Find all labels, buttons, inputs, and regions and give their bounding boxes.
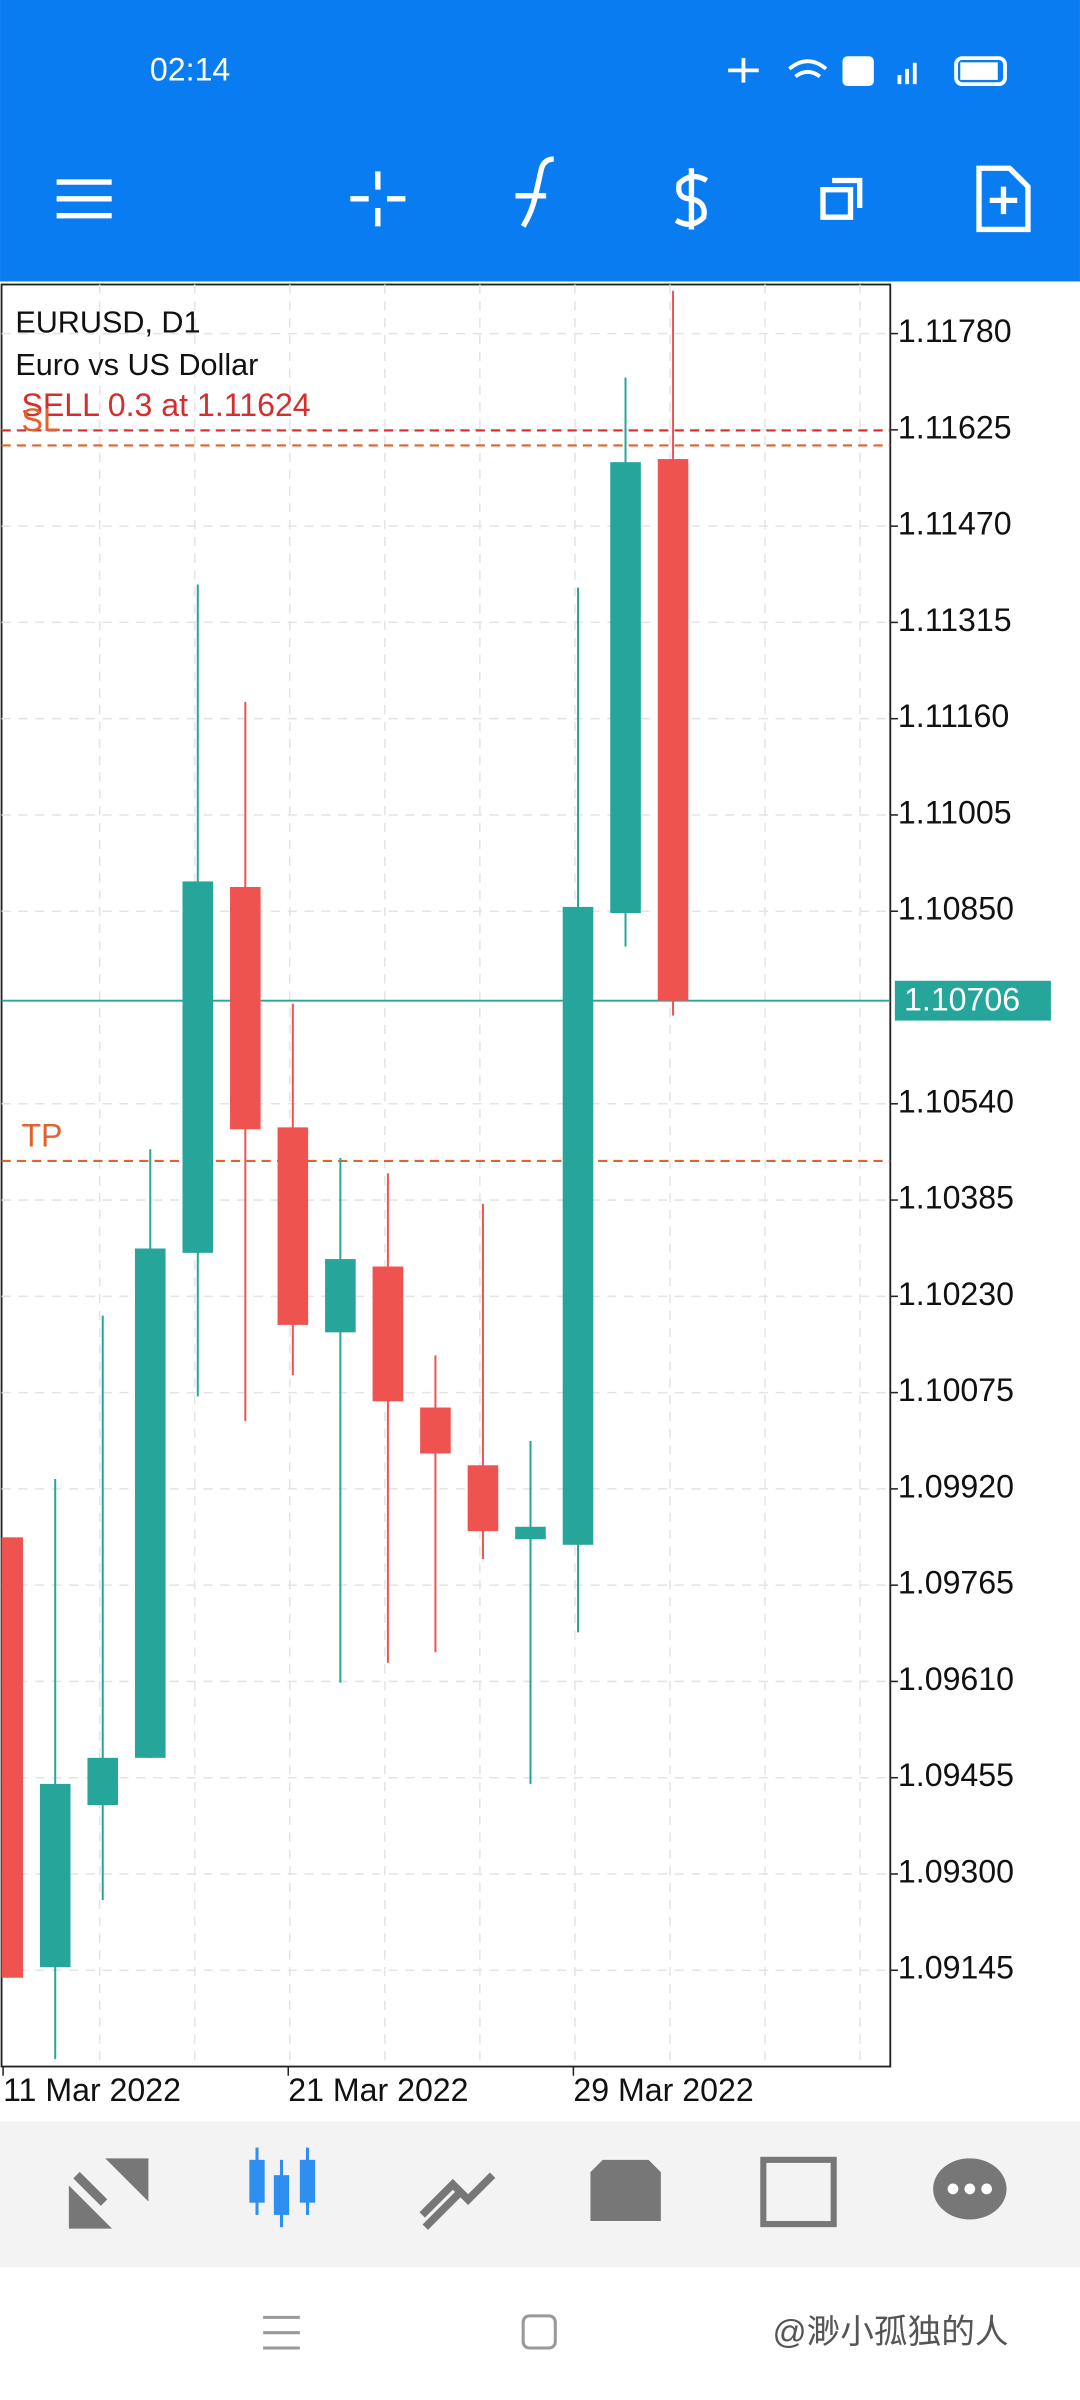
trade-button[interactable] — [674, 168, 709, 230]
news-tab[interactable] — [760, 2156, 837, 2228]
y-tick-label: 1.11470 — [898, 506, 1012, 542]
status-time: 02:14 — [150, 51, 230, 87]
y-tick-label: 1.10850 — [898, 891, 1014, 927]
indicators-button[interactable] — [515, 156, 554, 228]
y-tick-label: 1.11160 — [898, 698, 1009, 734]
candle-body — [372, 1266, 404, 1402]
candle-body — [87, 1757, 119, 1806]
quotes-tab[interactable] — [68, 2158, 149, 2229]
candle-body — [467, 1465, 499, 1532]
system-nav — [263, 2314, 557, 2350]
chart-tab[interactable] — [249, 2147, 316, 2228]
y-tick-label: 1.09765 — [898, 1565, 1014, 1601]
y-tick-label: 1.09145 — [898, 1950, 1014, 1986]
menu-button[interactable] — [56, 179, 112, 219]
candle-body — [39, 1783, 71, 1968]
candle-body — [610, 462, 641, 914]
y-tick-label: 1.10540 — [898, 1083, 1014, 1119]
new-order-button[interactable] — [976, 165, 1031, 233]
chart-description: Euro vs US Dollar — [15, 348, 258, 382]
candle-body — [277, 1127, 309, 1325]
y-tick-label: 1.11780 — [898, 313, 1012, 349]
current-price-label: 1.10706 — [904, 982, 1020, 1018]
bottom-nav-icons — [68, 2147, 1007, 2230]
candle-body — [182, 881, 214, 1253]
y-tick-label: 1.09920 — [898, 1468, 1014, 1504]
crosshair-button[interactable] — [350, 171, 406, 227]
level-label: SELL 0.3 at 1.11624 — [21, 387, 310, 423]
level-label: TP — [21, 1117, 62, 1153]
x-tick-label: 29 Mar 2022 — [573, 2072, 753, 2108]
bottom-nav — [0, 2121, 1080, 2267]
y-tick-label: 1.10385 — [898, 1180, 1014, 1216]
chart-symbol: EURUSD, D1 — [15, 305, 200, 339]
y-tick-label: 1.09610 — [898, 1661, 1014, 1697]
y-tick-label: 1.09300 — [898, 1853, 1014, 1889]
candle-body — [657, 459, 689, 1001]
status-icons — [728, 56, 1007, 87]
current-price-tag — [894, 980, 1051, 1021]
y-tick-label: 1.11005 — [898, 794, 1012, 830]
trade-tab[interactable] — [419, 2172, 496, 2230]
home-button[interactable] — [521, 2314, 557, 2350]
history-tab[interactable] — [590, 2159, 661, 2222]
candle-body — [1, 1537, 23, 1978]
y-tick-label: 1.11315 — [898, 602, 1012, 638]
recents-button[interactable] — [263, 2315, 300, 2350]
y-tick-label: 1.10230 — [898, 1276, 1014, 1312]
toolbar — [56, 156, 1031, 233]
watermark: @渺小孤独的人 — [773, 2313, 1009, 2351]
chart-frame — [0, 283, 892, 2068]
candle-body — [230, 887, 261, 1130]
candle-body — [134, 1248, 166, 1758]
y-tick-label: 1.11625 — [898, 409, 1012, 445]
windows-button[interactable] — [820, 177, 863, 220]
candle-body — [325, 1259, 356, 1333]
y-tick-label: 1.10075 — [898, 1372, 1014, 1408]
level-label: SL — [21, 402, 60, 438]
y-tick-label: 1.09455 — [898, 1757, 1014, 1793]
candle-body — [562, 906, 594, 1545]
candle-body — [420, 1407, 451, 1454]
header — [0, 0, 1080, 282]
x-tick-label: 21 Mar 2022 — [288, 2072, 468, 2108]
plot — [1, 284, 891, 2067]
x-tick-label: 11 Mar 2022 — [3, 2072, 181, 2108]
candle-body — [515, 1526, 546, 1540]
